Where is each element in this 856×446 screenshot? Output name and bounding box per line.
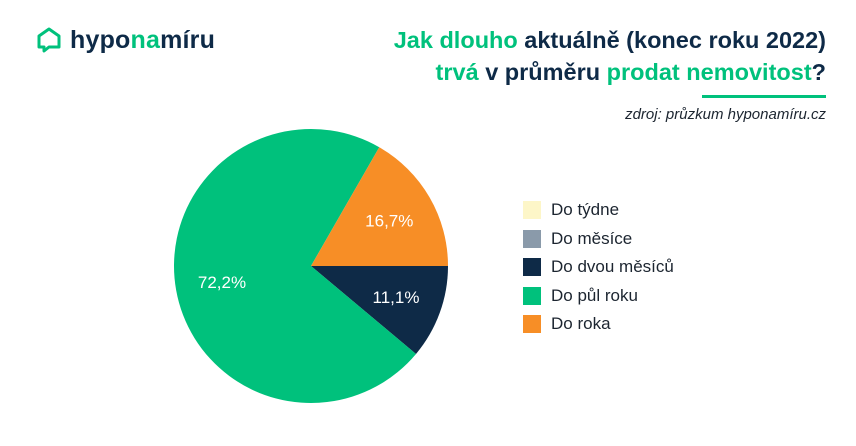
pie-slice-label-3: 11,1% [373,288,420,307]
source-note: zdroj: průzkum hyponamíru.cz [625,106,826,123]
chart-title-line-2: trvá v průměru prodat nemovitost? [435,59,826,85]
legend-label: Do půl roku [551,285,638,305]
pie-chart: 11,1% 72,2% 16,7% [174,128,448,403]
chart-title-line-1: Jak dlouho aktuálně (konec roku 2022) [393,27,826,53]
legend-swatch [523,258,541,277]
legend-swatch [523,229,541,248]
legend-label: Do dvou měsíců [551,257,674,277]
legend-swatch [523,286,541,305]
title-underline [702,95,826,98]
brand-name: hyponamíru [70,25,216,54]
legend-item: Do měsíce [523,225,674,254]
legend-item: Do roka [523,310,674,339]
pie-slice-label-4: 72,2% [198,273,246,292]
pie-slice-3 [311,266,448,354]
legend-item: Do dvou měsíců [523,253,674,282]
legend-label: Do roka [551,314,611,334]
house-chat-icon [37,27,61,53]
legend-item: Do týdne [523,196,674,225]
legend-swatch [523,315,541,334]
legend-swatch [523,201,541,220]
pie-slice-4 [174,128,417,403]
pie-slice-label-5: 16,7% [365,212,413,231]
legend-label: Do měsíce [551,228,633,248]
chart-legend: Do týdne Do měsíce Do dvou měsíců Do půl ro… [523,196,674,339]
pie-slice-5 [311,147,448,266]
legend-label: Do týdne [551,200,620,220]
legend-item: Do půl roku [523,282,674,311]
chart-title: Jak dlouho aktuálně (konec roku 2022) tr… [394,24,826,88]
brand-logo[interactable]: hyponamíru [36,26,215,54]
